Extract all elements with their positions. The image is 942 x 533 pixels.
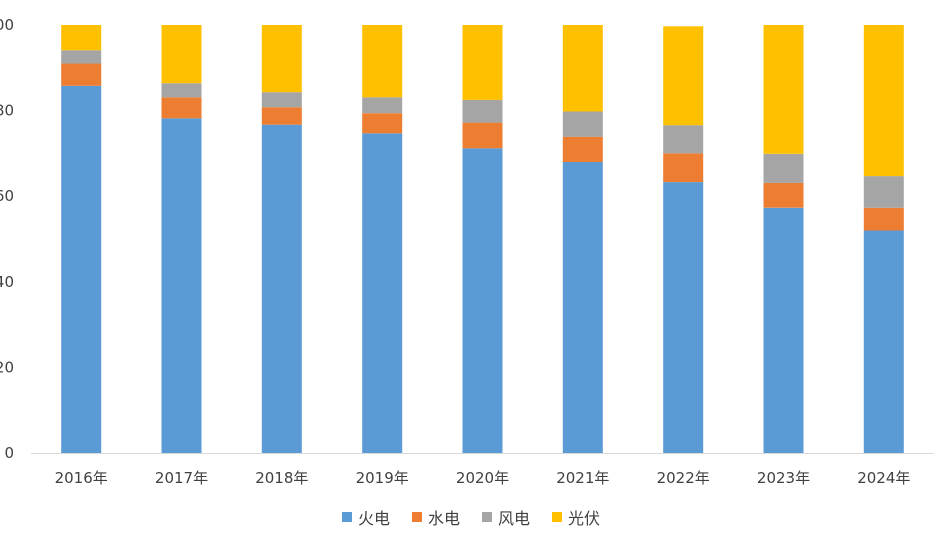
bar-segment-3-series-3: [261, 92, 302, 108]
x-tick-label-5: 2020年: [456, 469, 509, 487]
bar-segment-7-series-4: [663, 26, 704, 126]
y-tick-label-100: 100: [0, 16, 14, 34]
x-tick-label-1: 2016年: [55, 469, 108, 487]
legend-item-2: 水电: [411, 505, 460, 529]
y-tick-label-20: 20: [0, 358, 14, 376]
bar-segment-7-series-1: [663, 182, 704, 453]
bar-segment-8-series-2: [763, 182, 804, 208]
y-tick-labels: 0 20 40 60 80 100: [0, 16, 14, 462]
legend-label: 水电: [427, 509, 460, 528]
bar-segment-6-series-3: [562, 111, 603, 137]
bars-layer: [61, 25, 904, 454]
bar-segment-3-series-2: [261, 107, 302, 125]
x-tick-label-8: 2023年: [757, 469, 810, 487]
legend-swatch: [482, 512, 492, 522]
legend-item-3: 风电: [482, 505, 530, 529]
bar-segment-2-series-1: [161, 118, 202, 454]
x-tick-label-3: 2018年: [255, 469, 308, 487]
legend-swatch: [341, 512, 352, 522]
bar-segment-4-series-3: [362, 97, 403, 114]
bar-segment-4-series-4: [362, 25, 403, 98]
y-tick-label-60: 60: [0, 187, 14, 205]
legend-label: 光伏: [568, 509, 601, 528]
y-tick-label-0: 0: [4, 444, 14, 462]
bar-segment-8-series-3: [763, 153, 804, 183]
stacked-bar-chart: 020406080100 2016年2017年2018年2019年2020年20…: [0, 16, 934, 487]
legend-swatch: [552, 512, 563, 522]
legend: 火电 水电 风电 光伏: [0, 505, 942, 529]
bar-segment-5-series-1: [462, 148, 503, 454]
bar-segment-8-series-1: [763, 207, 804, 453]
bar-segment-4-series-2: [362, 113, 403, 134]
x-tick-label-4: 2019年: [356, 469, 409, 487]
x-tick-label-2: 2017年: [155, 469, 208, 487]
bar-segment-9-series-1: [863, 230, 904, 453]
bar-segment-6-series-4: [562, 25, 603, 112]
bar-segment-3-series-1: [261, 124, 302, 453]
bar-segment-7-series-2: [663, 153, 704, 183]
bar-segment-1-series-3: [61, 50, 102, 64]
bar-segment-1-series-4: [61, 25, 102, 51]
bar-segment-3-series-4: [261, 25, 302, 93]
bar-segment-8-series-4: [763, 25, 804, 154]
x-tick-labels: 2016年 2017年 2018年 2019年 2020年 2021年 2022年 2023年…: [55, 469, 911, 487]
bar-segment-9-series-3: [863, 176, 904, 208]
bar-segment-5-series-3: [462, 99, 503, 123]
legend-label: 风电: [498, 509, 531, 528]
bar-segment-2-series-3: [161, 83, 202, 98]
bar-segment-9-series-2: [863, 207, 904, 231]
bar-segment-2-series-4: [161, 25, 202, 84]
y-tick-label-40: 40: [0, 273, 14, 291]
bar-segment-5-series-4: [462, 25, 503, 100]
bar-segment-7-series-3: [663, 125, 704, 154]
bar-segment-4-series-1: [362, 133, 403, 454]
legend-item-4: 光伏: [552, 505, 600, 529]
y-tick-label-80: 80: [0, 102, 14, 120]
x-tick-label-6: 2021年: [556, 469, 609, 487]
bar-segment-2-series-2: [161, 97, 202, 119]
legend-swatch: [411, 512, 422, 522]
x-tick-label-9: 2024年: [857, 469, 910, 487]
x-tick-label-7: 2022年: [657, 469, 710, 487]
bar-segment-1-series-2: [61, 63, 102, 86]
legend-label: 火电: [357, 509, 390, 528]
bar-segment-5-series-2: [462, 122, 503, 149]
bar-segment-1-series-1: [61, 85, 102, 454]
bar-segment-9-series-4: [863, 25, 904, 177]
bar-segment-6-series-2: [562, 136, 603, 162]
legend-item-1: 火电: [341, 505, 390, 529]
bar-segment-6-series-1: [562, 162, 603, 453]
